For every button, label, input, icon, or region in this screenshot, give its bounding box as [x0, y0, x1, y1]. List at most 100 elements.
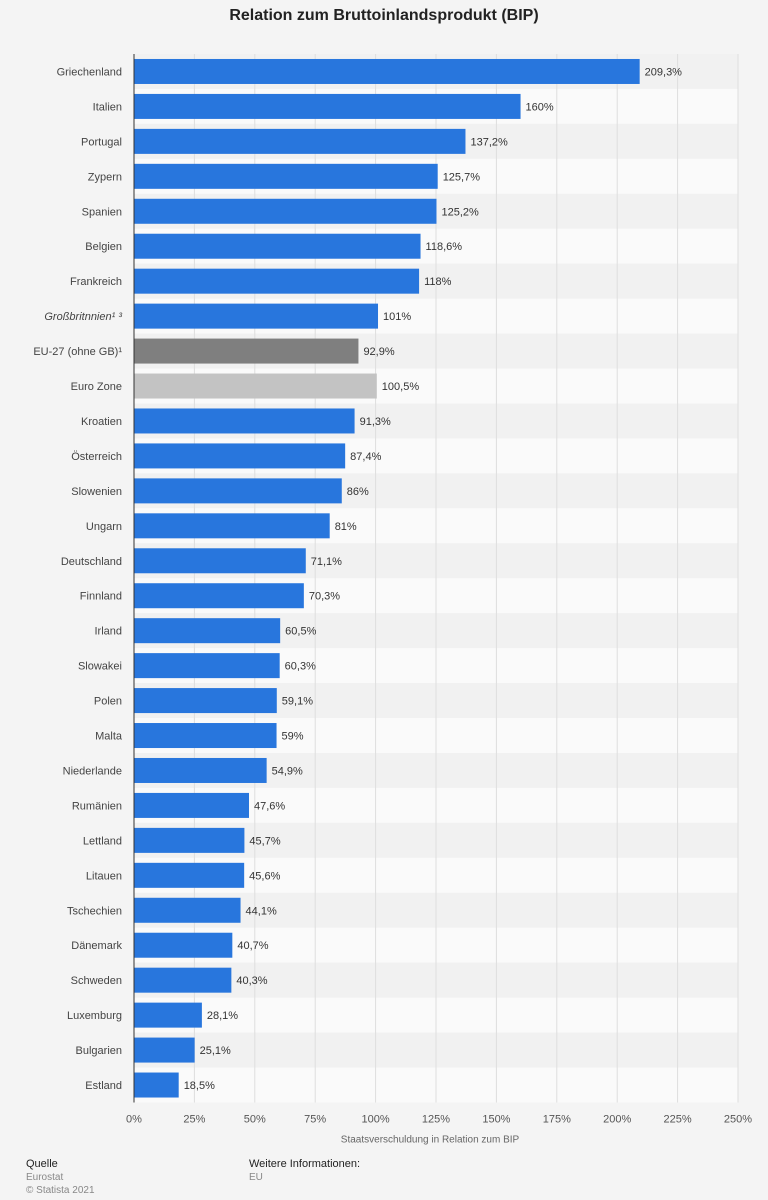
- bar[interactable]: [134, 163, 438, 189]
- category-label: Österreich: [71, 451, 122, 463]
- x-tick-label: 175%: [543, 1114, 571, 1126]
- category-label: Griechenland: [57, 66, 122, 78]
- bar[interactable]: [134, 93, 521, 119]
- data-label: 71,1%: [311, 556, 342, 568]
- category-label: EU-27 (ohne GB)¹: [33, 346, 122, 358]
- bar[interactable]: [134, 688, 277, 714]
- category-label: Finnland: [80, 591, 122, 603]
- category-label: Litauen: [86, 870, 122, 882]
- data-label: 18,5%: [184, 1080, 215, 1092]
- bar[interactable]: [134, 862, 245, 888]
- category-label: Dänemark: [71, 940, 122, 952]
- x-tick-label: 25%: [183, 1114, 205, 1126]
- category-label: Ungarn: [86, 521, 122, 533]
- info-heading[interactable]: Weitere Informationen:: [249, 1158, 361, 1170]
- bar[interactable]: [134, 338, 359, 364]
- category-label: Rumänien: [72, 800, 122, 812]
- bar[interactable]: [134, 1037, 195, 1063]
- bar[interactable]: [134, 723, 277, 749]
- data-label: 45,7%: [249, 835, 280, 847]
- data-label: 118%: [424, 276, 452, 288]
- category-label: Kroatien: [81, 416, 122, 428]
- x-axis-title: Staatsverschuldung in Relation zum BIP: [341, 1135, 520, 1146]
- bar[interactable]: [134, 792, 250, 818]
- bar[interactable]: [134, 932, 233, 958]
- category-label: Portugal: [81, 136, 122, 148]
- data-label: 45,6%: [249, 870, 280, 882]
- category-label: Estland: [85, 1080, 122, 1092]
- bar[interactable]: [134, 967, 232, 993]
- category-label: Deutschland: [61, 556, 122, 568]
- data-label: 125,7%: [443, 171, 481, 183]
- bar[interactable]: [134, 443, 346, 469]
- bar[interactable]: [134, 653, 280, 679]
- bar[interactable]: [134, 757, 267, 783]
- info-value: EU: [249, 1172, 263, 1183]
- bar[interactable]: [134, 548, 306, 574]
- category-label: Slowakei: [78, 661, 122, 673]
- category-label: Lettland: [83, 835, 122, 847]
- data-label: 40,7%: [237, 940, 268, 952]
- category-label: Malta: [95, 731, 123, 743]
- data-label: 137,2%: [470, 136, 508, 148]
- x-tick-label: 100%: [362, 1114, 390, 1126]
- source-heading: Quelle: [26, 1158, 58, 1170]
- category-label: Slowenien: [71, 486, 122, 498]
- category-label: Polen: [94, 696, 122, 708]
- data-label: 59%: [282, 731, 304, 743]
- bar[interactable]: [134, 618, 281, 644]
- data-label: 100,5%: [382, 381, 420, 393]
- bar[interactable]: [134, 1072, 179, 1098]
- x-tick-label: 200%: [603, 1114, 631, 1126]
- data-label: 92,9%: [363, 346, 394, 358]
- bar[interactable]: [134, 583, 304, 609]
- copyright: © Statista 2021: [26, 1185, 95, 1196]
- data-label: 40,3%: [236, 975, 267, 987]
- chart-title: Relation zum Bruttoinlandsprodukt (BIP): [229, 7, 539, 24]
- category-label: Schweden: [71, 975, 122, 987]
- bar[interactable]: [134, 128, 466, 154]
- data-label: 60,5%: [285, 626, 316, 638]
- data-label: 60,3%: [285, 661, 316, 673]
- x-tick-label: 150%: [482, 1114, 510, 1126]
- data-label: 118,6%: [426, 241, 463, 253]
- data-label: 101%: [383, 311, 411, 323]
- category-label: Italien: [93, 101, 122, 113]
- data-label: 47,6%: [254, 800, 285, 812]
- bar[interactable]: [134, 233, 421, 259]
- x-tick-label: 0%: [126, 1114, 142, 1126]
- bar[interactable]: [134, 373, 377, 399]
- data-label: 81%: [335, 521, 357, 533]
- data-label: 91,3%: [360, 416, 391, 428]
- category-label: Luxemburg: [67, 1010, 122, 1022]
- category-label: Euro Zone: [71, 381, 122, 393]
- data-label: 59,1%: [282, 696, 313, 708]
- category-label: Irland: [94, 626, 122, 638]
- x-tick-label: 225%: [664, 1114, 692, 1126]
- bar[interactable]: [134, 58, 640, 84]
- data-label: 54,9%: [272, 765, 303, 777]
- bar[interactable]: [134, 827, 245, 853]
- bar[interactable]: [134, 1002, 202, 1028]
- bar[interactable]: [134, 897, 241, 923]
- bar-chart: Griechenland Italien Portugal Zypern Spanien…: [33, 54, 752, 1146]
- data-label: 209,3%: [645, 66, 683, 78]
- bar[interactable]: [134, 268, 420, 294]
- bar[interactable]: [134, 408, 355, 434]
- info-block: Weitere Informationen: EU: [249, 1158, 360, 1183]
- bar[interactable]: [134, 198, 437, 224]
- data-label: 70,3%: [309, 591, 340, 603]
- category-label: Tschechien: [67, 905, 122, 917]
- bar[interactable]: [134, 513, 330, 539]
- category-label: Niederlande: [63, 765, 122, 777]
- data-label: 86%: [347, 486, 369, 498]
- bar[interactable]: [134, 303, 379, 329]
- bar[interactable]: [134, 478, 342, 504]
- x-tick-label: 250%: [724, 1114, 752, 1126]
- data-label: 44,1%: [246, 905, 277, 917]
- category-label: Zypern: [88, 171, 122, 183]
- category-label: Großbritnnien¹ ³: [44, 311, 122, 323]
- data-label: 28,1%: [207, 1010, 238, 1022]
- category-label: Frankreich: [70, 276, 122, 288]
- data-label: 160%: [526, 101, 554, 113]
